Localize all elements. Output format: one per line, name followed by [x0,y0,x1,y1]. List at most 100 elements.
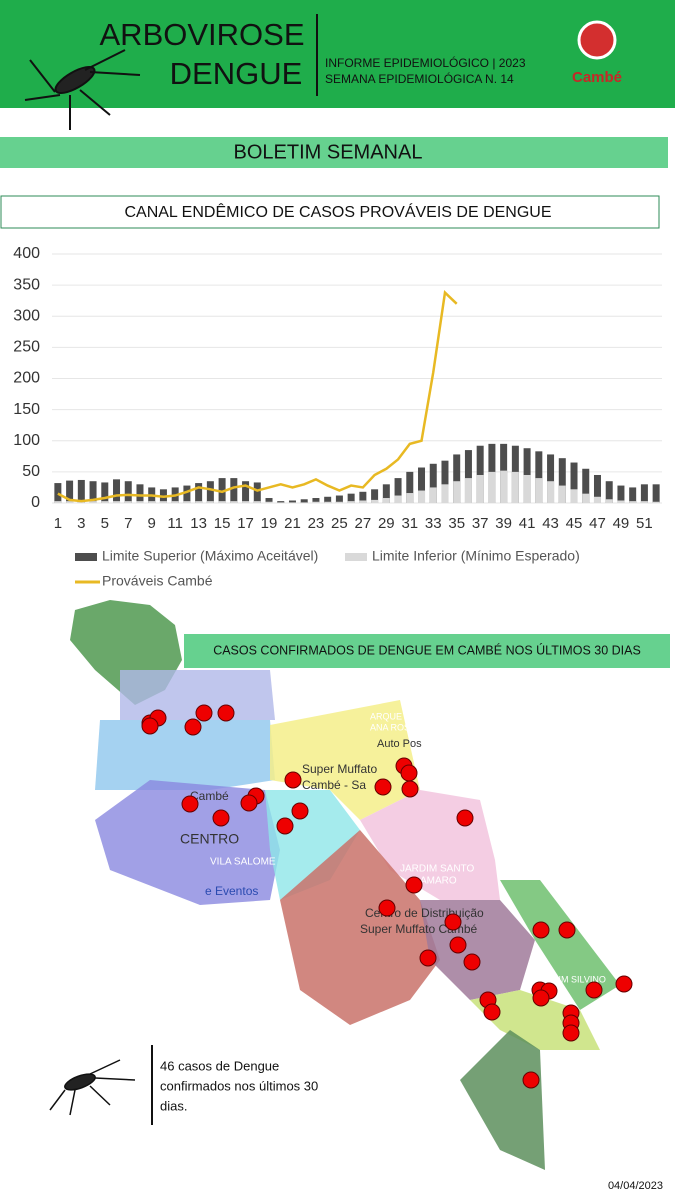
bar [335,501,343,503]
map-label: CENTRO [180,831,239,847]
bar [535,451,543,503]
bar [464,478,472,503]
x-tick-label: 43 [542,515,559,532]
case-dot [212,809,230,827]
bar [394,495,402,503]
bar [195,483,203,503]
bar [183,485,191,503]
case-dot [456,809,474,827]
note-text: 46 casos de Dengue [160,1058,279,1073]
x-tick-label: 37 [472,515,489,532]
y-tick-label: 150 [13,401,40,418]
bar [159,501,167,503]
legend-label: Limite Superior (Máximo Aceitável) [102,548,318,564]
x-tick-label: 41 [519,515,536,532]
logo-text: Cambé [572,69,622,86]
bar [359,500,367,503]
banner-text: BOLETIM SEMANAL [234,141,423,163]
x-tick-label: 23 [308,515,325,532]
bar [54,483,62,503]
map-label: Auto Pos [377,738,422,750]
bar [230,478,238,503]
region [500,880,620,1010]
bar [66,501,74,503]
bar [288,500,296,503]
y-tick-label: 0 [31,494,40,511]
map-label: ANA ROSA [370,722,416,732]
case-dot [240,794,258,812]
map: CASOS CONFIRMADOS DE DENGUE EM CAMBÉ NOS… [70,600,672,1170]
bar [347,493,355,503]
x-tick-label: 35 [448,515,465,532]
bar [523,474,531,503]
bar [206,481,214,503]
title-line2: DENGUE [170,56,303,91]
x-tick-label: 19 [261,515,278,532]
bar [206,501,214,503]
map-label: Super Muffato [302,762,377,776]
bar [347,501,355,503]
line [57,290,458,503]
bar [89,501,97,503]
case-dot [419,949,437,967]
bar [652,501,660,503]
case-dot [181,795,199,813]
bar [570,489,578,503]
bar [371,499,379,503]
x-tick-label: 11 [167,515,183,532]
bar [464,450,472,503]
region [95,780,280,905]
bar [547,481,555,503]
map-label: e Eventos [205,884,258,898]
region [460,1030,545,1170]
bar [418,490,426,503]
info-line1: INFORME EPIDEMIOLÓGICO | 2023 [325,55,526,70]
bar [183,501,191,503]
case-dot [184,718,202,736]
bar [277,502,285,503]
case-dot [532,989,550,1007]
x-tick-label: 7 [124,515,132,532]
logo-mark [577,20,617,60]
legend-swatch [345,553,367,561]
title-line1: ARBOVIROSE [100,17,305,52]
chart-title-box [0,195,660,229]
x-tick-label: 51 [636,515,653,532]
legend-label: Prováveis Cambé [102,573,213,589]
bar [441,460,449,503]
bar [617,485,625,503]
map-label: AMARO [420,876,457,887]
case-dot [291,802,309,820]
x-tick-label: 49 [613,515,630,532]
bar [113,501,121,503]
bar [253,501,261,503]
bar [640,501,648,503]
x-tick-label: 21 [284,515,301,532]
mosquito-icon [49,1059,136,1116]
bar [640,484,648,503]
bar [429,463,437,503]
bar [500,470,508,503]
case-dot [615,975,633,993]
case-dot [532,921,550,939]
case-dot [449,936,467,954]
bar [593,474,601,503]
bar [312,501,320,503]
bar [547,454,555,503]
map-label: Cambé [190,789,229,803]
bar [230,501,238,503]
y-tick-label: 350 [13,276,40,293]
bar [453,454,461,503]
bar [277,501,285,503]
region [280,830,440,1025]
case-dot [374,778,392,796]
x-tick-label: 3 [77,515,85,532]
map-label: JARDIM SILVINO [535,974,606,984]
header-band [0,0,675,108]
bar [629,501,637,503]
bar [558,485,566,503]
case-dot [276,817,294,835]
bar [54,501,62,503]
bar [582,493,590,503]
